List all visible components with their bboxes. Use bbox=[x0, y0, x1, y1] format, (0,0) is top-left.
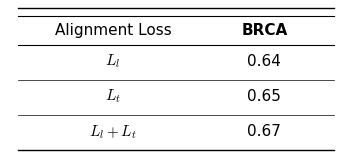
Text: Alignment Loss: Alignment Loss bbox=[55, 23, 171, 38]
Text: 0.64: 0.64 bbox=[248, 54, 281, 69]
Text: $L_l + L_t$: $L_l + L_t$ bbox=[89, 123, 137, 141]
Text: $L_l$: $L_l$ bbox=[105, 53, 121, 70]
Text: 0.65: 0.65 bbox=[248, 89, 281, 104]
Text: 0.67: 0.67 bbox=[248, 124, 281, 139]
Text: BRCA: BRCA bbox=[241, 23, 288, 38]
Text: $L_t$: $L_t$ bbox=[105, 88, 121, 105]
